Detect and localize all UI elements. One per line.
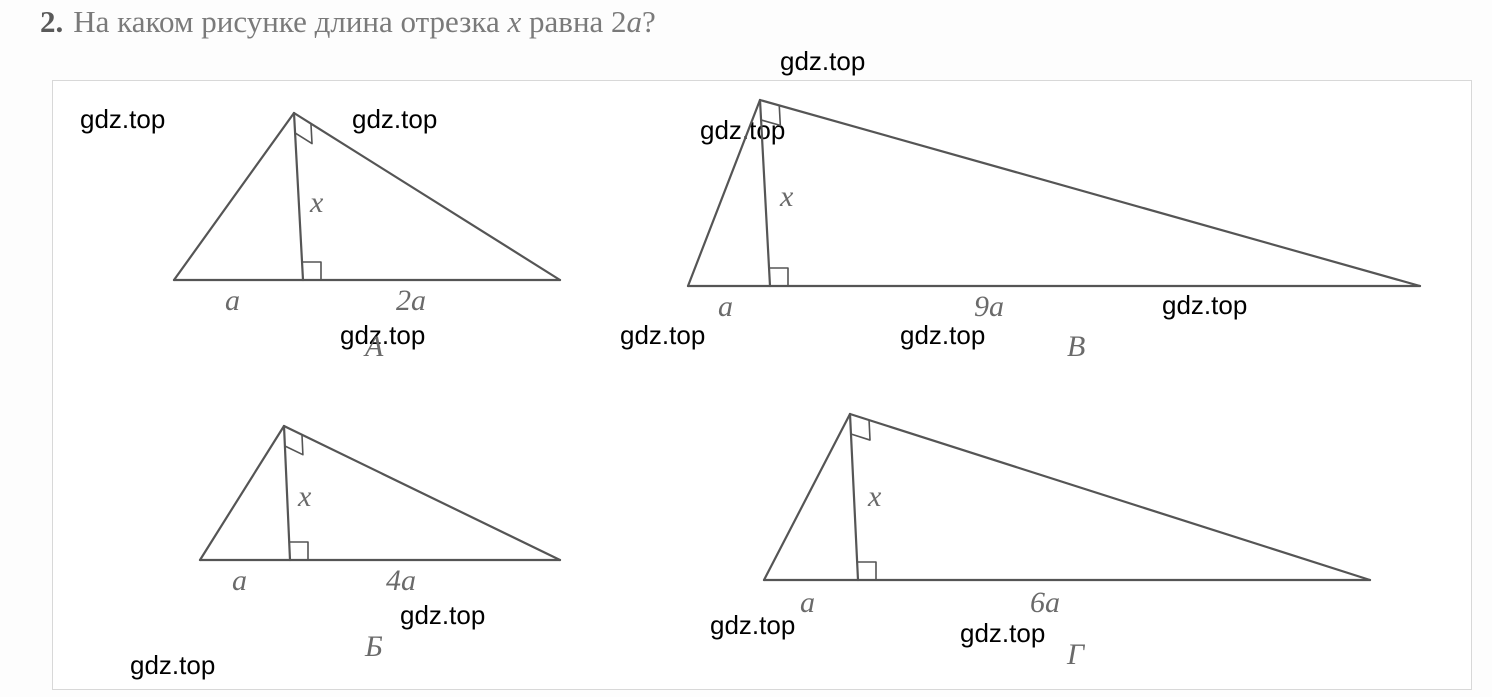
geometry-svg bbox=[0, 0, 1492, 697]
panel-g-x: x bbox=[868, 480, 881, 514]
panel-a-x: x bbox=[310, 186, 323, 220]
panel-v-right: 9a bbox=[974, 290, 1004, 324]
panel-b-right: 4a bbox=[386, 564, 416, 598]
panel-a-right: 2a bbox=[396, 284, 426, 318]
panel-g-right: 6a bbox=[1030, 586, 1060, 620]
panel-a-left: a bbox=[225, 284, 240, 318]
panel-g-left: a bbox=[800, 586, 815, 620]
panel-b-x: x bbox=[298, 480, 311, 514]
panel-label-a: А bbox=[365, 330, 383, 364]
panel-b-left: a bbox=[232, 564, 247, 598]
page-root: 2.На каком рисунке длина отрезка x равна… bbox=[0, 0, 1492, 697]
panel-v-left: a bbox=[718, 290, 733, 324]
panel-label-g: Г bbox=[1067, 638, 1084, 672]
panel-v-x: x bbox=[780, 180, 793, 214]
panel-label-b: Б bbox=[365, 630, 383, 664]
panel-label-v: В bbox=[1067, 330, 1085, 364]
